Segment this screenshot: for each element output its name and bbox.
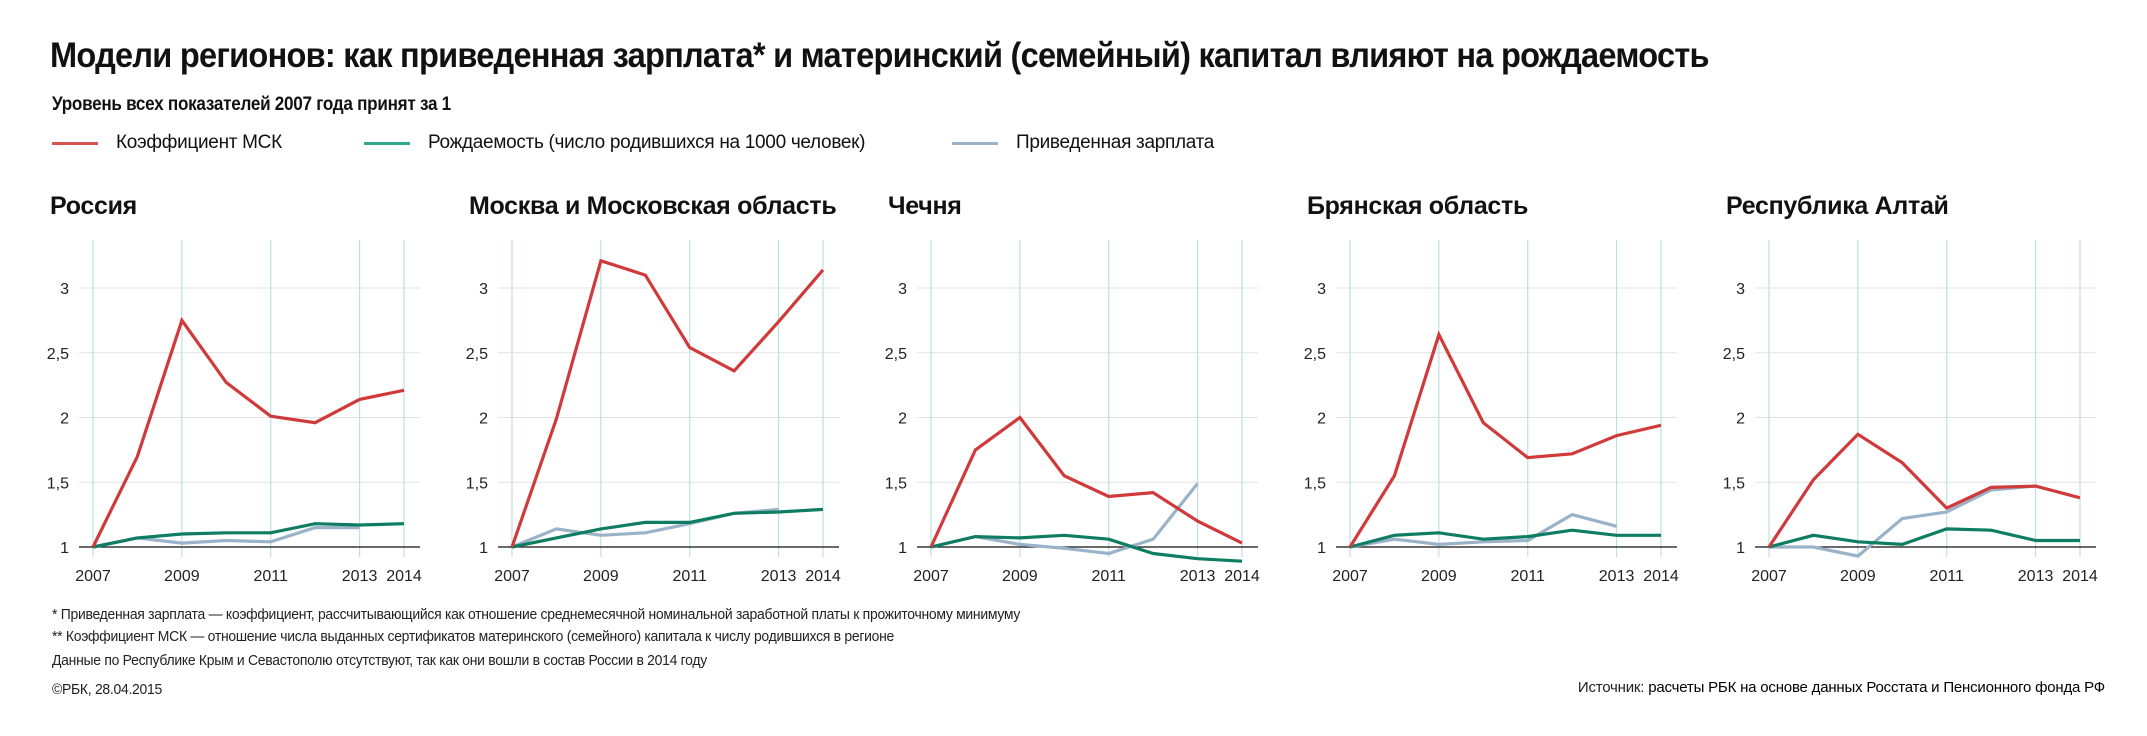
series-line-msk-russia	[91, 316, 405, 548]
series-line-salary-altai	[1769, 484, 2036, 558]
panel-title-chechnya: Чечня	[888, 192, 962, 220]
x-tick-label: 2009	[1421, 568, 1457, 585]
x-tick-label: 2009	[583, 568, 619, 585]
y-tick-label: 3	[60, 281, 69, 298]
legend-swatch-msk	[52, 141, 98, 145]
y-tick-label: 3	[1736, 281, 1745, 298]
x-tick-label: 2011	[1511, 568, 1546, 585]
footnote-crimea: Данные по Республике Крым и Севастополю …	[52, 652, 707, 669]
series-line-msk-bryansk	[1348, 330, 1662, 548]
x-tick-label: 2014	[2062, 568, 2098, 585]
y-tick-label: 2,5	[466, 346, 488, 363]
x-tick-label: 2013	[342, 568, 378, 585]
panel-title-bryansk: Брянская область	[1307, 192, 1529, 220]
y-tick-label: 1	[479, 540, 488, 557]
footnote-salary: * Приведенная зарплата — коэффициент, ра…	[52, 606, 1021, 623]
source-label: Источник:	[1577, 679, 1645, 696]
panel-title-moscow: Москва и Московская область	[469, 192, 837, 220]
legend-item-salary: Приведенная зарплата	[952, 132, 1214, 154]
series-line-msk-chechnya	[929, 415, 1243, 548]
series-line-birth-bryansk	[1349, 528, 1661, 549]
x-tick-label: 2013	[1599, 568, 1635, 585]
legend-item-birth: Рождаемость (число родившихся на 1000 че…	[364, 132, 866, 154]
y-tick-label: 1,5	[1304, 475, 1326, 492]
series-line-msk-moscow	[510, 258, 825, 548]
panel-title-russia: Россия	[50, 192, 137, 220]
copyright: ©РБК, 28.04.2015	[52, 681, 162, 698]
footnote-msk: ** Коэффициент МСК — отношение числа выд…	[52, 628, 895, 645]
x-tick-label: 2009	[1002, 568, 1038, 585]
legend-swatch-salary	[952, 141, 998, 145]
x-tick-label: 2009	[164, 568, 200, 585]
y-tick-label: 1	[1317, 540, 1326, 557]
source-text: расчеты РБК на основе данных Росстата и …	[1648, 679, 2105, 696]
series-line-birth-moscow	[511, 507, 824, 549]
x-tick-label: 2013	[1180, 568, 1216, 585]
x-tick-label: 2007	[1332, 568, 1368, 585]
legend-label-birth: Рождаемость (число родившихся на 1000 че…	[428, 132, 866, 153]
y-tick-label: 1	[60, 540, 69, 557]
panel-title-altai: Республика Алтай	[1726, 192, 1949, 220]
y-tick-label: 3	[1317, 281, 1326, 298]
y-tick-label: 3	[898, 281, 907, 298]
x-tick-label: 2014	[1224, 568, 1260, 585]
y-tick-label: 1	[898, 540, 907, 557]
y-tick-label: 1,5	[885, 475, 907, 492]
x-tick-label: 2007	[75, 568, 111, 585]
x-tick-label: 2011	[673, 568, 708, 585]
series-line-salary-moscow	[511, 507, 779, 549]
legend-label-salary: Приведенная зарплата	[1016, 132, 1215, 153]
series-line-birth-russia	[92, 522, 405, 549]
y-tick-label: 2	[1736, 411, 1745, 428]
x-tick-label: 2011	[254, 568, 289, 585]
source: Источник: расчеты РБК на основе данных Р…	[1578, 679, 2105, 696]
y-tick-label: 2,5	[47, 346, 69, 363]
chart-subtitle: Уровень всех показателей 2007 года приня…	[52, 94, 451, 115]
y-tick-label: 2	[898, 411, 907, 428]
x-tick-label: 2013	[2018, 568, 2054, 585]
y-tick-label: 1,5	[47, 475, 69, 492]
y-tick-label: 2	[479, 411, 488, 428]
x-tick-label: 2011	[1930, 568, 1965, 585]
legend-swatch-birth	[364, 141, 410, 145]
chart-title: Модели регионов: как приведенная зарплат…	[50, 36, 1710, 75]
series-line-birth-altai	[1768, 527, 2080, 549]
y-tick-label: 1	[1736, 540, 1745, 557]
y-tick-label: 3	[479, 281, 488, 298]
y-tick-label: 2,5	[1304, 346, 1326, 363]
x-tick-label: 2011	[1092, 568, 1127, 585]
y-tick-label: 2	[60, 411, 69, 428]
x-tick-label: 2009	[1840, 568, 1876, 585]
x-tick-label: 2014	[1643, 568, 1679, 585]
x-tick-label: 2007	[1751, 568, 1787, 585]
y-tick-label: 2,5	[1723, 346, 1745, 363]
x-tick-label: 2013	[761, 568, 797, 585]
x-tick-label: 2014	[805, 568, 841, 585]
y-tick-label: 1,5	[466, 475, 488, 492]
legend-label-msk: Коэффициент МСК	[116, 132, 282, 153]
x-tick-label: 2007	[913, 568, 949, 585]
series-line-salary-bryansk	[1349, 512, 1618, 549]
series-line-msk-altai	[1767, 432, 2081, 548]
x-tick-label: 2007	[494, 568, 530, 585]
y-tick-label: 2,5	[885, 346, 907, 363]
x-tick-label: 2014	[386, 568, 422, 585]
series-line-birth-chechnya	[930, 533, 1243, 563]
legend-item-msk: Коэффициент МСК	[52, 132, 282, 154]
y-tick-label: 2	[1317, 411, 1326, 428]
y-tick-label: 1,5	[1723, 475, 1745, 492]
